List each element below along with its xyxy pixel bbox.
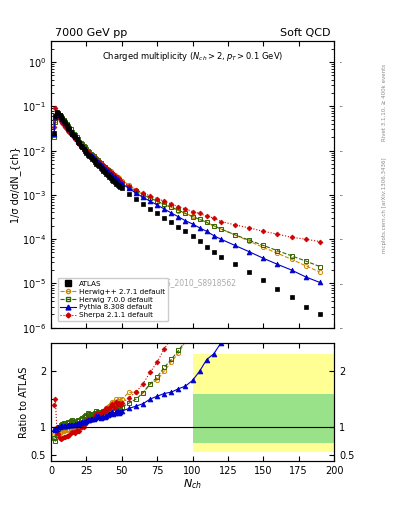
Y-axis label: 1/σ dσ/dN_{ch}: 1/σ dσ/dN_{ch}	[10, 146, 21, 223]
X-axis label: $N_{ch}$: $N_{ch}$	[183, 477, 202, 491]
Text: Soft QCD: Soft QCD	[280, 28, 330, 38]
Y-axis label: Ratio to ATLAS: Ratio to ATLAS	[20, 366, 29, 438]
Text: Charged multiplicity $(N_{ch} > 2, p_T > 0.1$ GeV): Charged multiplicity $(N_{ch} > 2, p_T >…	[102, 50, 283, 62]
Text: Rivet 3.1.10, ≥ 400k events: Rivet 3.1.10, ≥ 400k events	[382, 64, 387, 141]
Text: ATLAS_2010_S8918562: ATLAS_2010_S8918562	[148, 279, 237, 288]
Legend: ATLAS, Herwig++ 2.7.1 default, Herwig 7.0.0 default, Pythia 8.308 default, Sherp: ATLAS, Herwig++ 2.7.1 default, Herwig 7.…	[57, 278, 168, 321]
Text: 7000 GeV pp: 7000 GeV pp	[55, 28, 127, 38]
Text: mcplots.cern.ch [arXiv:1306.3436]: mcplots.cern.ch [arXiv:1306.3436]	[382, 157, 387, 252]
